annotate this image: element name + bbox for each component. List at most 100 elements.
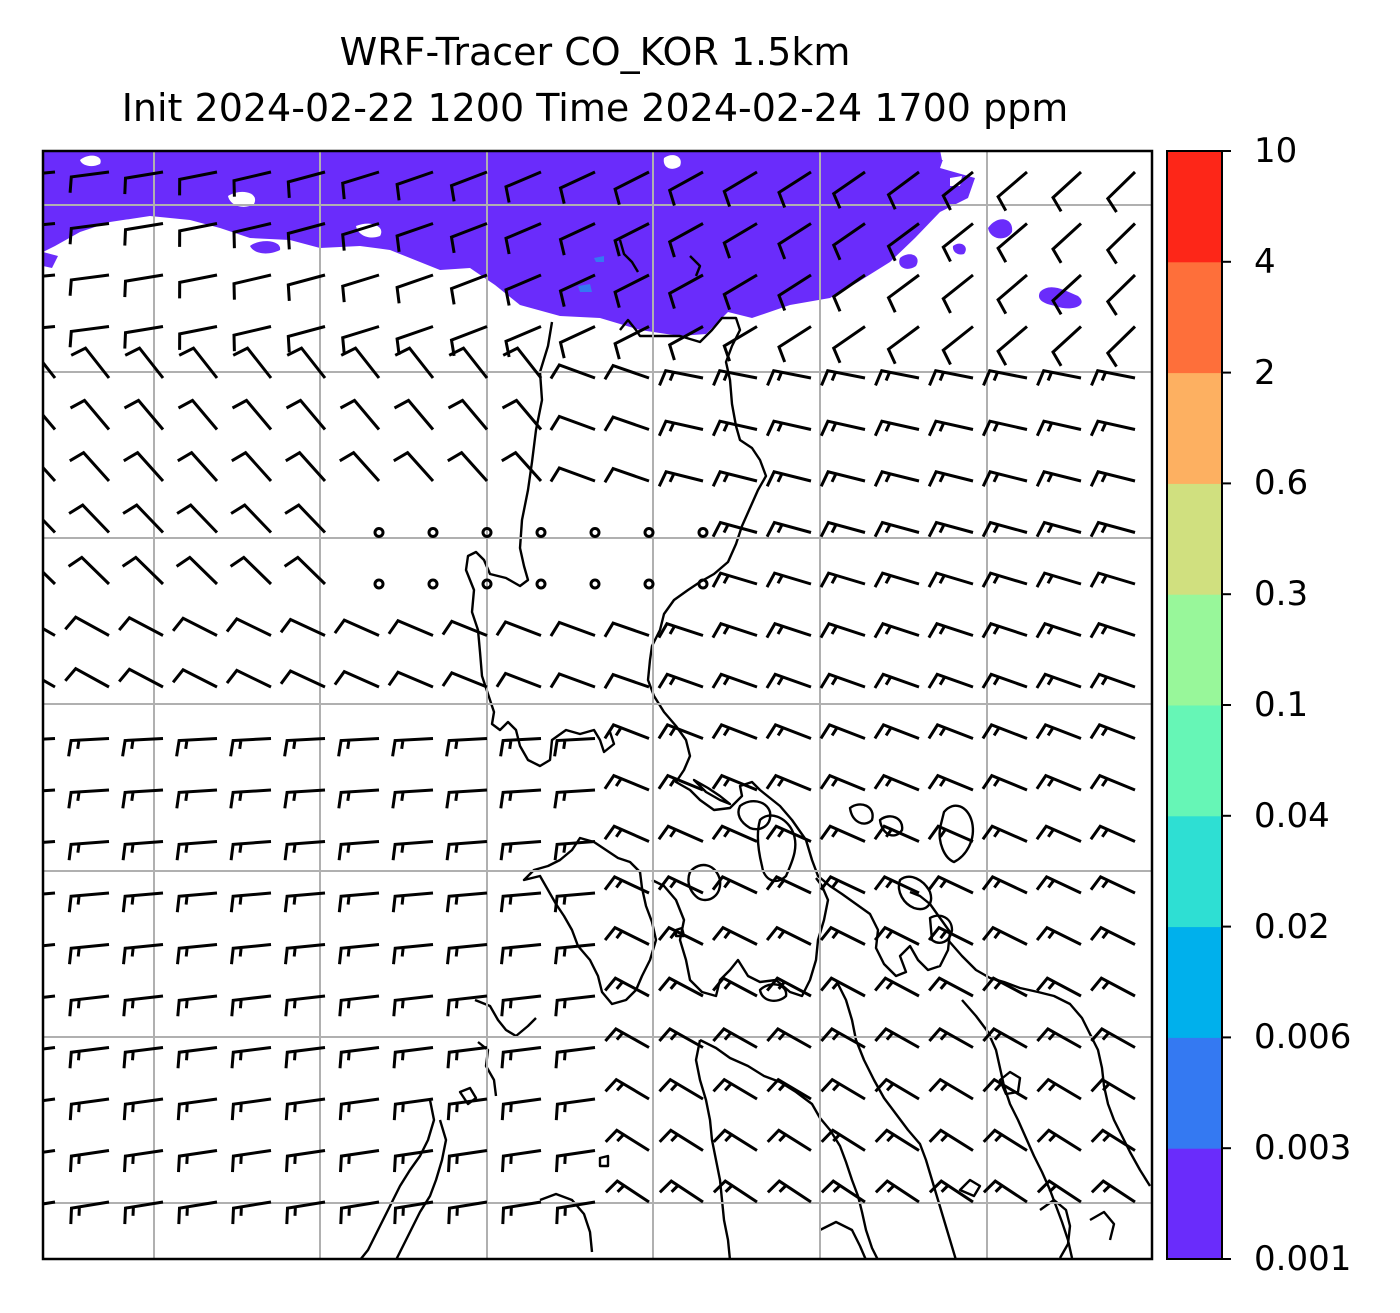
- wind-barb: [67, 891, 110, 913]
- wind-barb: [604, 976, 650, 998]
- wind-barb: [928, 976, 974, 998]
- wind-barb: [996, 222, 1028, 263]
- calm-wind-marker: [535, 578, 547, 590]
- wind-barb: [658, 1026, 704, 1049]
- wind-barb: [68, 170, 110, 193]
- wind-barb: [441, 619, 488, 637]
- calm-wind-marker: [427, 527, 439, 538]
- wind-barb: [284, 943, 326, 965]
- colorbar: [1167, 151, 1222, 1260]
- wind-barb: [603, 363, 650, 381]
- colorbar-tick-label: 0.6: [1254, 463, 1309, 504]
- wind-barb: [820, 1026, 866, 1049]
- colorbar-tick-label: 0.3: [1254, 574, 1309, 615]
- wind-barb: [123, 398, 165, 431]
- wind-barb: [765, 723, 812, 740]
- wind-barb: [554, 994, 596, 1017]
- wind-barb: [927, 672, 974, 689]
- wind-barb: [996, 325, 1028, 366]
- wind-barb: [873, 621, 920, 639]
- wind-barb: [712, 976, 758, 998]
- wind-barb: [449, 325, 488, 357]
- wind-barb: [558, 273, 596, 307]
- wind-barb: [446, 994, 488, 1017]
- calm-wind-marker: [481, 527, 493, 538]
- wind-barb: [232, 325, 272, 352]
- wind-barb: [176, 1046, 218, 1069]
- wind-barb: [722, 325, 758, 362]
- wind-barb: [711, 925, 758, 946]
- wind-barb: [69, 398, 111, 431]
- wind-barb: [501, 1200, 542, 1225]
- calm-wind-marker: [373, 527, 385, 538]
- colorbar-tick-label: 2: [1254, 352, 1276, 393]
- wind-barb: [819, 773, 866, 792]
- calm-wind-marker: [589, 578, 601, 590]
- wind-barb: [873, 571, 920, 588]
- wind-barb: [504, 170, 542, 203]
- wind-barb: [553, 737, 596, 757]
- wind-barb: [981, 723, 1028, 740]
- wind-barb: [285, 450, 327, 483]
- wind-barb: [284, 1046, 326, 1069]
- wind-barb: [1089, 723, 1136, 740]
- wind-barb: [118, 667, 164, 689]
- wind-barb: [123, 1200, 164, 1225]
- wind-barb: [122, 503, 165, 534]
- wind-barb: [283, 555, 327, 586]
- wind-barb: [286, 222, 326, 250]
- colorbar-tick-label: 0.02: [1254, 906, 1330, 947]
- wind-barb: [501, 1149, 542, 1173]
- calm-wind-marker: [481, 578, 493, 590]
- wind-barb: [449, 273, 488, 305]
- calm-wind-marker: [427, 578, 439, 590]
- wind-barb: [1105, 325, 1137, 368]
- wind-barb: [927, 621, 974, 639]
- wind-barb: [603, 415, 650, 432]
- wind-barb: [1089, 875, 1136, 895]
- colorbar-tick-label: 10: [1254, 131, 1298, 171]
- calm-wind-marker: [697, 527, 709, 538]
- colorbar-bin: [1167, 1037, 1222, 1149]
- wind-barb: [68, 1097, 110, 1121]
- wind-barb: [333, 618, 380, 637]
- wind-barb: [441, 670, 488, 689]
- wind-barb: [231, 1149, 272, 1173]
- wind-barb: [819, 723, 866, 740]
- wind-barb: [177, 1149, 218, 1173]
- wind-barb: [232, 273, 272, 300]
- wind-barb: [1090, 1128, 1136, 1152]
- wind-barb: [765, 621, 812, 639]
- co-concentration-region: [43, 151, 975, 336]
- co-speck: [594, 256, 604, 262]
- colorbar-bin: [1167, 261, 1222, 374]
- wind-barb: [1105, 170, 1137, 213]
- co-gap: [80, 155, 101, 167]
- coastline: [359, 239, 1152, 1259]
- wind-barb: [229, 788, 272, 809]
- wind-barb: [819, 571, 866, 588]
- wind-barb: [1051, 325, 1083, 367]
- wind-barb: [927, 419, 974, 437]
- wind-barb: [711, 621, 758, 639]
- wind-barb: [122, 943, 164, 965]
- wind-barb: [284, 503, 327, 534]
- wind-barb: [43, 465, 57, 483]
- wind-barb: [338, 943, 380, 965]
- lat-lon-grid: [43, 151, 1152, 1259]
- colorbar-bin: [1167, 372, 1222, 484]
- wind-barb: [500, 943, 542, 965]
- wind-barb: [604, 1179, 650, 1204]
- wind-barb: [711, 571, 758, 588]
- wind-barb: [657, 773, 704, 792]
- colorbar-tick-label: 0.1: [1254, 685, 1309, 725]
- wind-barb: [722, 222, 758, 259]
- wind-barb: [230, 1046, 272, 1069]
- wind-barb: [171, 667, 218, 689]
- wind-barb: [43, 1149, 56, 1154]
- wind-barb: [121, 840, 164, 861]
- wind-barb: [941, 170, 974, 211]
- co-patch: [250, 241, 281, 254]
- wind-barb: [178, 222, 218, 247]
- colorbar-bin: [1167, 483, 1222, 595]
